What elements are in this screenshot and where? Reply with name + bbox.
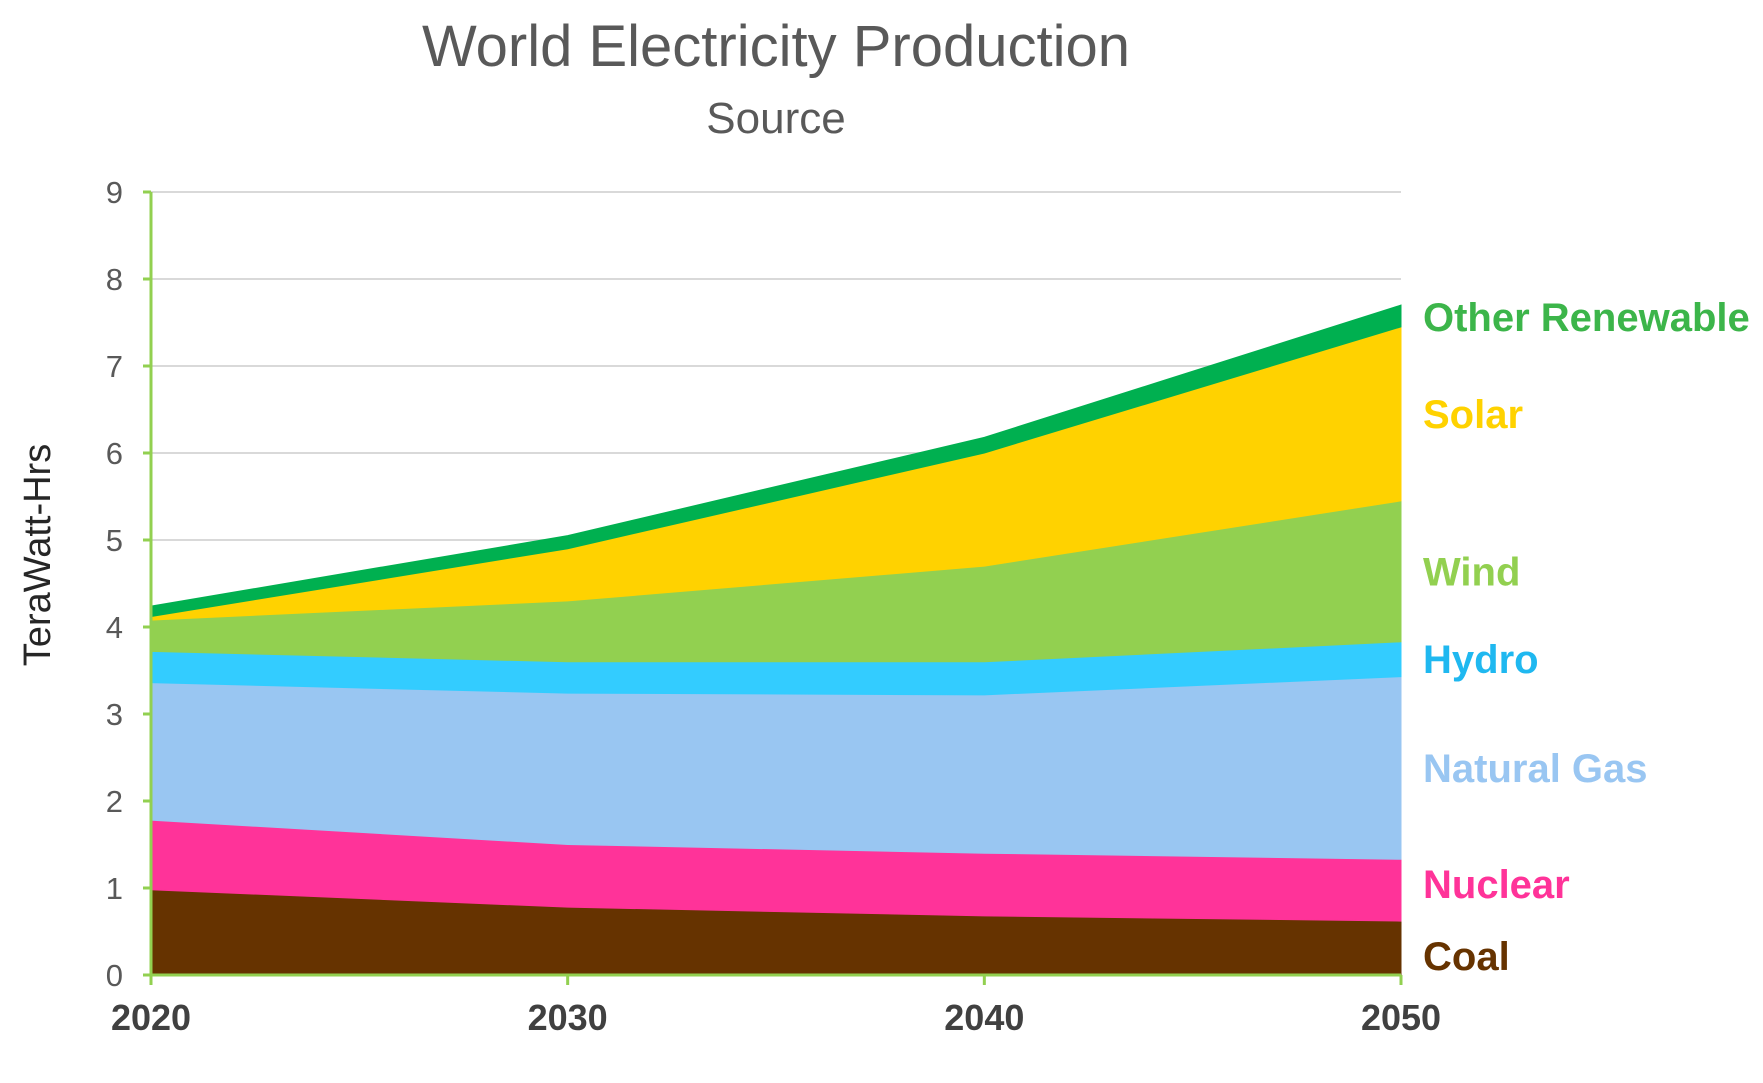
- axes: [143, 190, 1403, 985]
- series-label-wind: Wind: [1423, 550, 1520, 594]
- series-label-coal: Coal: [1423, 935, 1510, 979]
- series-label-nuclear: Nuclear: [1423, 863, 1570, 907]
- y-tick-label-4: 4: [106, 610, 123, 645]
- x-tick-label-2030: 2030: [528, 997, 608, 1038]
- y-tick-label-6: 6: [106, 436, 123, 471]
- y-tick-label-3: 3: [106, 697, 123, 732]
- series-label-solar: Solar: [1423, 393, 1523, 437]
- y-axis-label: TeraWatt-Hrs: [17, 444, 59, 666]
- chart-title: World Electricity Production: [422, 14, 1130, 79]
- y-tick-label-9: 9: [106, 175, 123, 210]
- y-tick-label-7: 7: [106, 349, 123, 384]
- chart-subtitle: Source: [706, 94, 845, 143]
- y-tick-label-1: 1: [106, 871, 123, 906]
- area-other-renewable: [150, 304, 1402, 618]
- series-label-natural-gas: Natural Gas: [1423, 747, 1648, 791]
- x-tick-label-2020: 2020: [111, 997, 191, 1038]
- y-tick-label-5: 5: [106, 523, 123, 558]
- series-label-other-renewable: Other Renewable: [1423, 296, 1750, 340]
- x-tick-label-2050: 2050: [1361, 997, 1441, 1038]
- x-tick-labels: 2020 2030 2040 2050: [111, 997, 1441, 1038]
- y-tick-label-0: 0: [106, 958, 123, 993]
- series-labels: Coal Nuclear Natural Gas Hydro Wind Solar Othe…: [1423, 296, 1750, 979]
- stacked-areas: [150, 304, 1402, 976]
- y-tick-label-2: 2: [106, 784, 123, 819]
- y-tick-labels: 0 1 2 3 4 5 6 7 8 9: [106, 175, 123, 993]
- y-tick-label-8: 8: [106, 262, 123, 297]
- x-tick-label-2040: 2040: [944, 997, 1024, 1038]
- series-label-hydro: Hydro: [1423, 638, 1539, 682]
